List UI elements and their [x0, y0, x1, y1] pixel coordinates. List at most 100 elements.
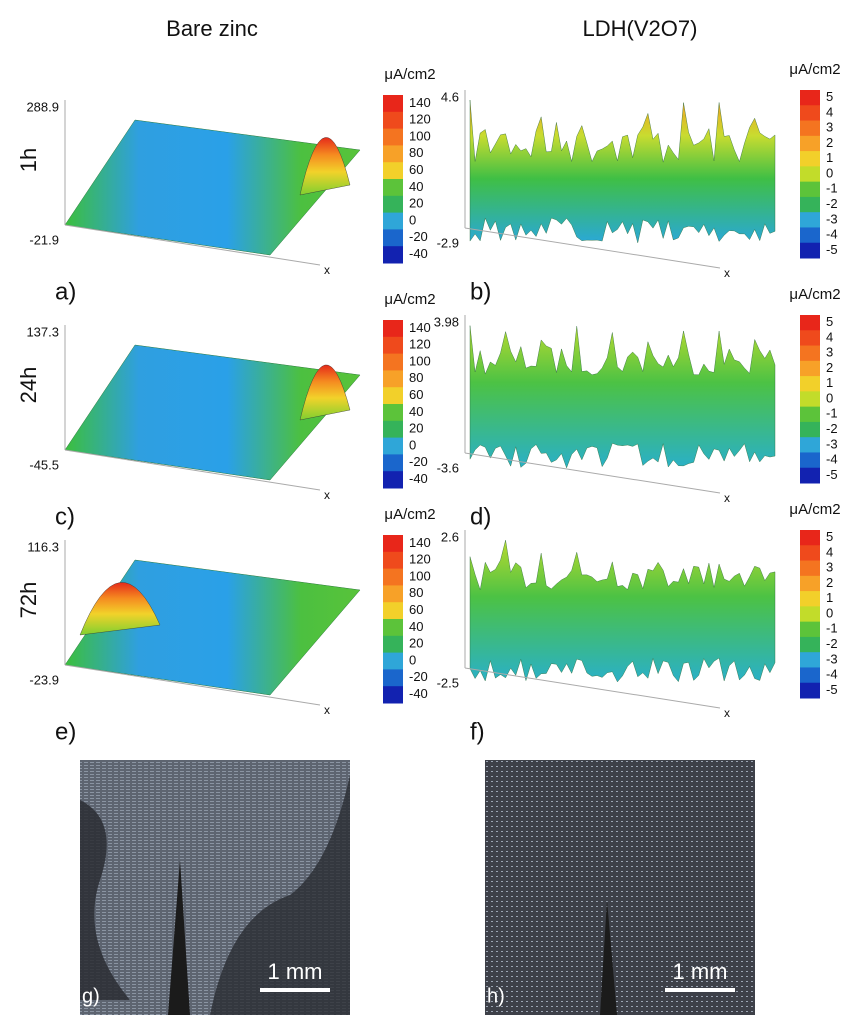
colorbar-tick-label: 1	[826, 590, 833, 605]
colorbar-swatch	[383, 95, 403, 113]
colorbar-tick-label: -20	[409, 229, 428, 244]
colorbar-swatch	[383, 437, 403, 455]
photo-label: g)	[82, 985, 100, 1007]
colorbar-tick-label: 2	[826, 360, 833, 375]
column-header: LDH(V2O7)	[583, 16, 698, 41]
colorbar-tick-label: -4	[826, 667, 838, 682]
colorbar-tick-label: 2	[826, 135, 833, 150]
colorbar-unit: μA/cm2	[384, 291, 435, 308]
z-max-label: 3.98	[434, 314, 459, 329]
colorbar-unit: μA/cm2	[789, 286, 840, 303]
figure-content: Bare zinc LDH(V2O7) 1h 24h 72h 288.9 -21.9 x a) μ…	[16, 16, 841, 1015]
colorbar-swatch	[383, 229, 403, 247]
axis-label: x	[324, 703, 330, 717]
colorbar-tick-label: 20	[409, 196, 423, 211]
colorbar-swatch	[383, 669, 403, 687]
colorbar-swatch	[800, 330, 820, 347]
colorbar-tick-label: 4	[826, 329, 833, 344]
colorbar-tick-label: 4	[826, 104, 833, 119]
row-label: 24h	[16, 367, 41, 404]
scale-bar-label: 1 mm	[268, 959, 323, 984]
z-max-label: 2.6	[441, 529, 459, 544]
colorbar-tick-label: 120	[409, 112, 431, 127]
panel-label: a)	[55, 278, 76, 305]
colorbar-swatch	[383, 585, 403, 603]
colorbar-swatch	[800, 530, 820, 546]
colorbar-tick-label: 4	[826, 544, 833, 559]
colorbar-tick-label: 0	[826, 390, 833, 405]
z-max-label: 137.3	[26, 324, 59, 339]
colorbar-swatch	[800, 437, 820, 453]
colorbar-tick-label: 40	[409, 404, 423, 419]
colorbar-tick-label: 60	[409, 602, 423, 617]
colorbar-tick-label: -2	[826, 421, 838, 436]
colorbar-tick-label: 0	[826, 605, 833, 620]
colorbar-swatch	[383, 686, 403, 704]
colorbar-swatch	[800, 606, 820, 623]
colorbar-tick-label: 1	[826, 150, 833, 165]
probe-tip	[168, 860, 190, 1015]
colorbar-tick-label: 80	[409, 585, 423, 600]
colorbar-tick-label: -3	[826, 436, 838, 451]
axis-label: x	[724, 491, 730, 505]
colorbar-tick-label: 20	[409, 421, 423, 436]
colorbar-swatch	[383, 336, 403, 355]
colorbar-swatch	[800, 421, 820, 438]
colorbar-swatch	[800, 90, 820, 106]
panel-label: c)	[55, 503, 75, 530]
colorbar-tick-label: -3	[826, 651, 838, 666]
colorbar-unit: μA/cm2	[789, 61, 840, 78]
z-min-label: -45.5	[29, 457, 59, 472]
panel-label: e)	[55, 718, 76, 745]
colorbar-swatch	[383, 212, 403, 230]
photo	[485, 760, 755, 1015]
x-axis	[64, 449, 321, 491]
colorbar-tick-label: -1	[826, 406, 838, 421]
colorbar-swatch	[800, 196, 820, 213]
colorbar-swatch	[383, 404, 403, 422]
x-axis	[64, 224, 321, 266]
colorbar-swatch	[800, 360, 820, 377]
colorbar-swatch	[383, 471, 403, 489]
z-min-label: -2.9	[437, 235, 459, 250]
colorbar-swatch	[383, 162, 403, 180]
z-max-label: 4.6	[441, 89, 459, 104]
colorbar-swatch	[383, 551, 403, 570]
surface	[469, 99, 776, 243]
colorbar-tick-label: 3	[826, 120, 833, 135]
colorbar-swatch	[800, 636, 820, 653]
colorbar-tick-label: -4	[826, 452, 838, 467]
colorbar-swatch	[383, 652, 403, 670]
colorbar-tick-label: 2	[826, 575, 833, 590]
colorbar-swatch	[383, 619, 403, 637]
scale-bar-label: 1 mm	[673, 959, 728, 984]
colorbar-tick-label: 120	[409, 337, 431, 352]
colorbar-tick-label: 3	[826, 560, 833, 575]
x-axis	[464, 227, 721, 269]
colorbar-swatch	[383, 128, 403, 146]
colorbar-swatch	[383, 535, 403, 553]
colorbar-tick-label: -2	[826, 636, 838, 651]
colorbar-tick-label: 20	[409, 636, 423, 651]
colorbar-swatch	[383, 635, 403, 654]
colorbar-tick-label: 60	[409, 387, 423, 402]
colorbar-tick-label: -2	[826, 196, 838, 211]
colorbar-swatch	[383, 111, 403, 130]
colorbar-tick-label: 40	[409, 619, 423, 634]
colorbar-tick-label: 0	[409, 437, 416, 452]
colorbar-tick-label: 80	[409, 370, 423, 385]
colorbar-tick-label: 5	[826, 529, 833, 544]
panel-label: b)	[470, 278, 491, 305]
z-max-label: 288.9	[26, 99, 59, 114]
x-axis	[464, 667, 721, 709]
surface-peak	[299, 364, 351, 421]
colorbar-swatch	[383, 568, 403, 586]
colorbar-swatch	[800, 591, 820, 607]
colorbar-swatch	[383, 370, 403, 388]
surface	[64, 119, 361, 256]
colorbar-tick-label: 0	[826, 165, 833, 180]
colorbar-tick-label: -20	[409, 454, 428, 469]
colorbar-tick-label: 140	[409, 535, 431, 550]
surface	[469, 540, 776, 683]
